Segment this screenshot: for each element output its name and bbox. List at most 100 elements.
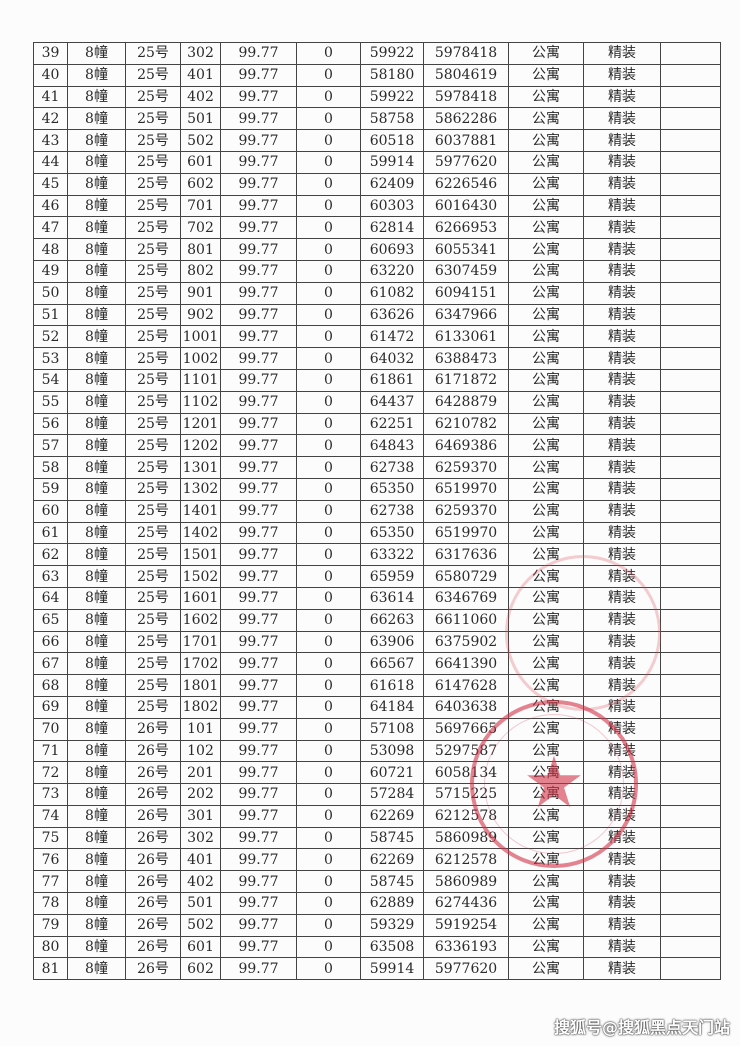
cell-usage: 公寓 bbox=[508, 303, 584, 327]
cell-total-price: 5978418 bbox=[423, 85, 509, 109]
table-row: 78 8幢 26号 501 99.77 0 62889 6274436 公寓 精装 bbox=[33, 892, 721, 915]
cell-room: 802 bbox=[180, 259, 221, 283]
cell-remark bbox=[660, 325, 721, 349]
cell-building: 8幢 bbox=[67, 107, 126, 131]
cell-unit-price: 63220 bbox=[360, 259, 424, 283]
cell-unit-price: 60518 bbox=[360, 129, 424, 152]
cell-room: 601 bbox=[180, 935, 221, 959]
cell-unit: 25号 bbox=[125, 695, 181, 719]
cell-area: 99.77 bbox=[220, 892, 297, 915]
cell-room: 601 bbox=[180, 150, 221, 174]
cell-decoration: 精装 bbox=[583, 717, 661, 741]
cell-row-number: 69 bbox=[33, 695, 68, 719]
cell-unit-price: 60721 bbox=[360, 761, 424, 785]
cell-decoration: 精装 bbox=[583, 368, 661, 392]
cell-usage: 公寓 bbox=[508, 652, 584, 676]
cell-shared-area: 0 bbox=[296, 739, 361, 763]
cell-remark bbox=[660, 456, 721, 479]
table-row: 58 8幢 25号 1301 99.77 0 62738 6259370 公寓 精装 bbox=[33, 456, 721, 479]
cell-usage: 公寓 bbox=[508, 368, 584, 392]
cell-remark bbox=[660, 695, 721, 719]
cell-room: 902 bbox=[180, 303, 221, 327]
cell-building: 8幢 bbox=[67, 783, 126, 806]
cell-remark bbox=[660, 608, 721, 632]
cell-unit: 26号 bbox=[125, 848, 181, 872]
cell-shared-area: 0 bbox=[296, 608, 361, 632]
cell-unit-price: 61082 bbox=[360, 281, 424, 305]
cell-building: 8幢 bbox=[67, 347, 126, 370]
cell-row-number: 70 bbox=[33, 717, 68, 741]
cell-remark bbox=[660, 216, 721, 240]
cell-area: 99.77 bbox=[220, 412, 297, 436]
cell-building: 8幢 bbox=[67, 717, 126, 741]
cell-building: 8幢 bbox=[67, 325, 126, 349]
cell-row-number: 60 bbox=[33, 499, 68, 523]
cell-unit-price: 58745 bbox=[360, 826, 424, 850]
cell-unit-price: 66567 bbox=[360, 652, 424, 676]
cell-unit-price: 64843 bbox=[360, 434, 424, 458]
cell-remark bbox=[660, 586, 721, 610]
cell-remark bbox=[660, 826, 721, 850]
table-row: 55 8幢 25号 1102 99.77 0 64437 6428879 公寓 精装 bbox=[33, 390, 721, 414]
cell-shared-area: 0 bbox=[296, 521, 361, 545]
cell-building: 8幢 bbox=[67, 303, 126, 327]
cell-shared-area: 0 bbox=[296, 913, 361, 937]
cell-unit-price: 63508 bbox=[360, 935, 424, 959]
cell-usage: 公寓 bbox=[508, 63, 584, 87]
cell-decoration: 精装 bbox=[583, 913, 661, 937]
cell-unit: 25号 bbox=[125, 652, 181, 676]
cell-unit-price: 60303 bbox=[360, 194, 424, 218]
cell-shared-area: 0 bbox=[296, 368, 361, 392]
cell-decoration: 精装 bbox=[583, 281, 661, 305]
cell-row-number: 80 bbox=[33, 935, 68, 959]
cell-total-price: 6259370 bbox=[423, 499, 509, 523]
cell-remark bbox=[660, 521, 721, 545]
cell-total-price: 5860989 bbox=[423, 826, 509, 850]
table-row: 43 8幢 25号 502 99.77 0 60518 6037881 公寓 精装 bbox=[33, 129, 721, 152]
cell-area: 99.77 bbox=[220, 477, 297, 501]
watermark: 搜狐号@搜狐黑点天门站 bbox=[553, 1018, 730, 1037]
cell-unit-price: 65350 bbox=[360, 477, 424, 501]
cell-unit-price: 62269 bbox=[360, 848, 424, 872]
cell-usage: 公寓 bbox=[508, 412, 584, 436]
cell-decoration: 精装 bbox=[583, 150, 661, 174]
cell-building: 8幢 bbox=[67, 216, 126, 240]
table-row: 64 8幢 25号 1601 99.77 0 63614 6346769 公寓 精装 bbox=[33, 586, 721, 610]
cell-unit: 25号 bbox=[125, 434, 181, 458]
cell-room: 302 bbox=[180, 42, 221, 65]
cell-unit-price: 62269 bbox=[360, 804, 424, 828]
cell-row-number: 45 bbox=[33, 172, 68, 196]
cell-unit-price: 62738 bbox=[360, 456, 424, 479]
cell-shared-area: 0 bbox=[296, 259, 361, 283]
cell-unit: 25号 bbox=[125, 107, 181, 131]
cell-area: 99.77 bbox=[220, 281, 297, 305]
cell-room: 1701 bbox=[180, 630, 221, 654]
cell-decoration: 精装 bbox=[583, 674, 661, 697]
cell-decoration: 精装 bbox=[583, 434, 661, 458]
cell-unit: 26号 bbox=[125, 957, 181, 981]
table-row: 66 8幢 25号 1701 99.77 0 63906 6375902 公寓 精装 bbox=[33, 630, 721, 654]
cell-building: 8幢 bbox=[67, 674, 126, 697]
table-row: 50 8幢 25号 901 99.77 0 61082 6094151 公寓 精装 bbox=[33, 281, 721, 305]
cell-area: 99.77 bbox=[220, 804, 297, 828]
cell-area: 99.77 bbox=[220, 499, 297, 523]
cell-building: 8幢 bbox=[67, 957, 126, 981]
cell-area: 99.77 bbox=[220, 259, 297, 283]
cell-total-price: 6055341 bbox=[423, 238, 509, 261]
cell-usage: 公寓 bbox=[508, 216, 584, 240]
cell-usage: 公寓 bbox=[508, 42, 584, 65]
cell-usage: 公寓 bbox=[508, 543, 584, 567]
cell-area: 99.77 bbox=[220, 521, 297, 545]
cell-building: 8幢 bbox=[67, 543, 126, 567]
cell-room: 402 bbox=[180, 870, 221, 894]
cell-usage: 公寓 bbox=[508, 347, 584, 370]
cell-remark bbox=[660, 848, 721, 872]
cell-row-number: 41 bbox=[33, 85, 68, 109]
cell-room: 1702 bbox=[180, 652, 221, 676]
table-row: 40 8幢 25号 401 99.77 0 58180 5804619 公寓 精装 bbox=[33, 63, 721, 87]
cell-decoration: 精装 bbox=[583, 325, 661, 349]
cell-decoration: 精装 bbox=[583, 870, 661, 894]
cell-total-price: 6058134 bbox=[423, 761, 509, 785]
cell-row-number: 61 bbox=[33, 521, 68, 545]
cell-area: 99.77 bbox=[220, 368, 297, 392]
